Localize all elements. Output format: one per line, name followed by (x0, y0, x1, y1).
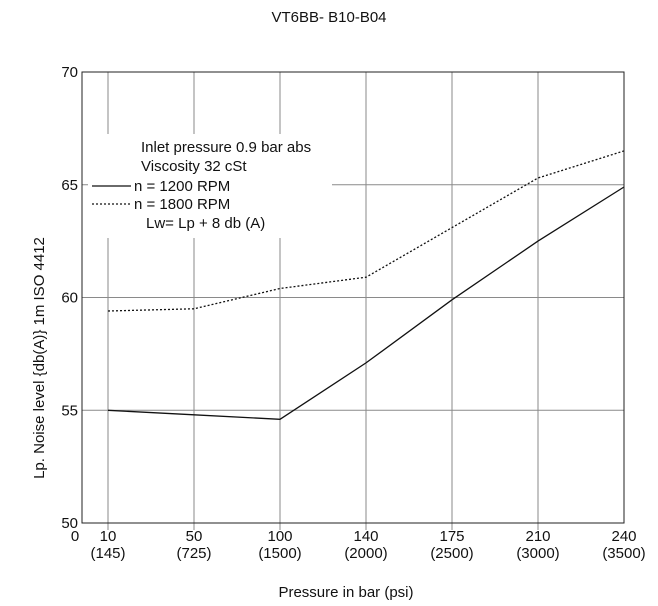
legend-viscosity: Viscosity 32 cSt (141, 158, 247, 175)
series-layer (107, 150, 625, 420)
plot-frame (81, 71, 625, 524)
series-1800-rpm-line (107, 150, 625, 312)
chart-title: VT6BB- B10-B04 (271, 9, 386, 26)
x-tick-label-psi: (2500) (430, 545, 473, 562)
x-tick-label-bar: 210 (525, 528, 550, 545)
x-tick-label-bar: 10 (100, 528, 117, 545)
y-tick-label: 70 (61, 64, 78, 81)
x-tick-label-psi: (3000) (516, 545, 559, 562)
x-tick-label-bar: 175 (439, 528, 464, 545)
y-tick-label: 60 (61, 290, 78, 307)
x-tick-label-bar: 240 (611, 528, 636, 545)
legend: Inlet pressure 0.9 bar abs Viscosity 32 … (92, 139, 311, 232)
x-tick-label-bar: 140 (353, 528, 378, 545)
x-tick-label-psi: (3500) (602, 545, 645, 562)
legend-series-1800: n = 1800 RPM (134, 196, 230, 213)
y-tick-label: 55 (61, 402, 78, 419)
legend-series-1200: n = 1200 RPM (134, 178, 230, 195)
y-tick-label: 50 (61, 515, 78, 532)
x-axis-label: Pressure in bar (psi) (278, 584, 413, 601)
legend-inlet-pressure: Inlet pressure 0.9 bar abs (141, 139, 311, 156)
x-tick-label-bar: 50 (186, 528, 203, 545)
legend-note: Lw= Lp + 8 db (A) (146, 215, 265, 232)
y-axis-label: Lp. Noise level {db(A)} 1m ISO 4412 (31, 237, 48, 479)
x-tick-label-psi: (1500) (258, 545, 301, 562)
y-tick-label: 65 (61, 177, 78, 194)
x-tick-label-psi: (2000) (344, 545, 387, 562)
x-origin-label: 0 (71, 528, 79, 545)
series-1200-rpm-line (107, 186, 625, 420)
x-tick-label-bar: 100 (267, 528, 292, 545)
x-tick-label-psi: (145) (90, 545, 125, 562)
x-tick-label-psi: (725) (176, 545, 211, 562)
